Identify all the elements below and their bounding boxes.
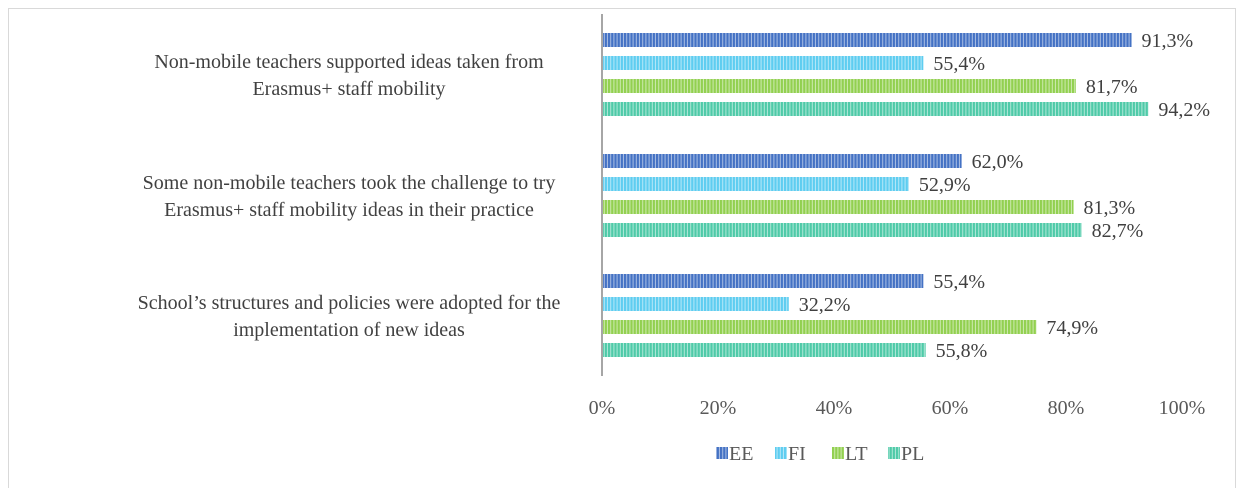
data-label: 94,2% xyxy=(1158,99,1210,121)
bar-lt-0 xyxy=(602,79,1076,93)
legend-label-pl: PL xyxy=(901,443,924,465)
bar-pl-0 xyxy=(602,102,1149,116)
bar-ee-0 xyxy=(602,33,1132,47)
bar-lt-2 xyxy=(602,320,1037,334)
bar-ee-1 xyxy=(602,154,962,168)
legend-swatch-pl xyxy=(888,447,900,459)
x-tick-label: 100% xyxy=(1159,397,1206,419)
x-tick-label: 20% xyxy=(700,397,737,419)
data-label: 55,4% xyxy=(933,53,985,75)
legend-swatch-fi xyxy=(775,447,787,459)
bar-fi-2 xyxy=(602,297,789,311)
legend-swatch-ee xyxy=(716,447,728,459)
legend-label-lt: LT xyxy=(845,443,868,465)
data-label: 32,2% xyxy=(799,294,851,316)
category-label: School’s structures and policies were ad… xyxy=(138,292,561,341)
bar-ee-2 xyxy=(602,274,924,288)
legend-swatch-lt xyxy=(832,447,844,459)
bar-lt-1 xyxy=(602,200,1074,214)
data-label: 52,9% xyxy=(919,174,971,196)
data-label: 55,4% xyxy=(933,271,985,293)
data-label: 91,3% xyxy=(1142,30,1194,52)
bar-fi-1 xyxy=(602,177,909,191)
bar-pl-2 xyxy=(602,343,926,357)
x-tick-label: 0% xyxy=(589,397,616,419)
x-tick-label: 40% xyxy=(816,397,853,419)
category-label: Non-mobile teachers supported ideas take… xyxy=(154,51,544,100)
legend-label-fi: FI xyxy=(788,443,806,465)
x-tick-label: 80% xyxy=(1048,397,1085,419)
x-tick-label: 60% xyxy=(932,397,969,419)
data-label: 81,3% xyxy=(1084,197,1136,219)
chart-frame xyxy=(8,8,1236,488)
legend-label-ee: EE xyxy=(729,443,753,465)
data-label: 81,7% xyxy=(1086,76,1138,98)
data-label: 62,0% xyxy=(972,151,1024,173)
data-label: 74,9% xyxy=(1046,317,1098,339)
data-label: 55,8% xyxy=(936,340,988,362)
data-label: 82,7% xyxy=(1092,220,1144,242)
bar-fi-0 xyxy=(602,56,924,70)
category-label: Some non-mobile teachers took the challe… xyxy=(143,172,556,221)
bar-pl-1 xyxy=(602,223,1082,237)
